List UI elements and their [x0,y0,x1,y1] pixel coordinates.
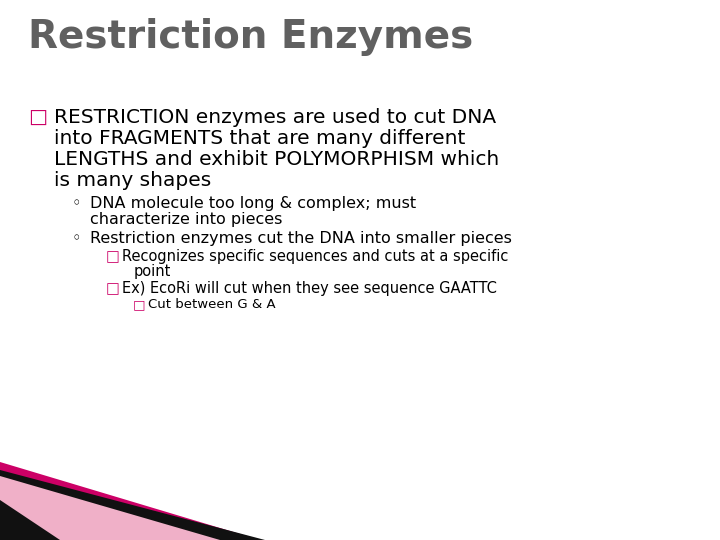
Text: ◦: ◦ [72,196,81,211]
Polygon shape [0,500,60,540]
Polygon shape [0,476,220,540]
Text: is many shapes: is many shapes [54,171,211,190]
Text: □: □ [106,249,120,264]
Text: ◦: ◦ [72,231,81,246]
Text: RESTRICTION enzymes are used to cut DNA: RESTRICTION enzymes are used to cut DNA [54,108,496,127]
Text: Ex) EcoRi will cut when they see sequence GAATTC: Ex) EcoRi will cut when they see sequenc… [122,281,497,296]
Text: Restriction Enzymes: Restriction Enzymes [28,18,473,56]
Text: □: □ [28,108,47,127]
Text: characterize into pieces: characterize into pieces [90,212,282,227]
Polygon shape [0,470,265,540]
Text: LENGTHS and exhibit POLYMORPHISM which: LENGTHS and exhibit POLYMORPHISM which [54,150,499,169]
Text: DNA molecule too long & complex; must: DNA molecule too long & complex; must [90,196,416,211]
Polygon shape [0,462,260,540]
Text: □: □ [106,281,120,296]
Text: Cut between G & A: Cut between G & A [148,298,276,311]
Text: □: □ [133,298,145,311]
Text: Restriction enzymes cut the DNA into smaller pieces: Restriction enzymes cut the DNA into sma… [90,231,512,246]
Text: point: point [134,264,171,279]
Text: into FRAGMENTS that are many different: into FRAGMENTS that are many different [54,129,465,148]
Text: Recognizes specific sequences and cuts at a specific: Recognizes specific sequences and cuts a… [122,249,508,264]
